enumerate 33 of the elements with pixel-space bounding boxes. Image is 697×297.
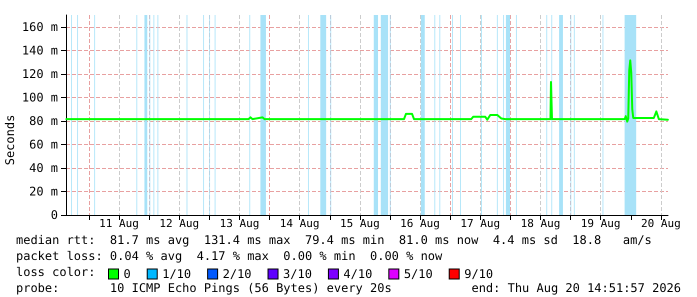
text: probe: 10 ICMP Echo Pings (56 Bytes) every 20s	[16, 281, 392, 295]
text: median rtt: 81.7 ms avg 131.4 ms max 79.4 ms min 81.0 ms now 4.4 ms sd 18.8 am/s	[16, 233, 652, 247]
text: end: Thu Aug 20 14:51:57 2026	[471, 281, 681, 295]
y-tick-label: 20 m	[29, 184, 58, 198]
x-tick-label: 17 Aug	[460, 217, 500, 230]
legend-label: 2/10	[222, 267, 252, 281]
legend-label: 4/10	[343, 267, 372, 281]
legend-label: 0	[124, 267, 131, 281]
x-tick-label: 11 Aug	[99, 217, 139, 230]
y-tick-label: 80 m	[29, 114, 58, 128]
y-tick-label: 100 m	[22, 90, 58, 104]
x-tick-label: 16 Aug	[400, 217, 440, 230]
y-tick-label: 40 m	[29, 160, 58, 175]
legend-label: 5/10	[404, 267, 433, 281]
x-tick-label: 18 Aug	[520, 217, 560, 230]
text: loss color:	[16, 265, 96, 279]
y-tick-label: 140 m	[22, 43, 58, 58]
y-tick-label: 60 m	[29, 137, 58, 152]
y-axis-title: Seconds	[3, 114, 17, 166]
legend-label: 9/10	[464, 267, 494, 281]
y-tick-label: 0	[50, 208, 58, 222]
text: packet loss: 0.04 % avg 4.17 % max 0.00 % min 0.00 % now	[16, 249, 444, 263]
x-tick-label: 13 Aug	[220, 217, 260, 230]
line-series	[65, 59, 669, 123]
x-tick-label: 15 Aug	[340, 217, 380, 230]
legend-label: 1/10	[162, 267, 192, 281]
x-tick-label: 14 Aug	[280, 217, 320, 230]
y-tick-label: 120 m	[22, 66, 58, 81]
x-tick-label: 12 Aug	[159, 217, 200, 230]
x-tick-label: 20 Aug	[640, 217, 681, 230]
y-tick-label: 160 m	[22, 20, 58, 34]
x-tick-label: 19 Aug	[580, 217, 621, 230]
legend-label: 3/10	[283, 267, 312, 281]
